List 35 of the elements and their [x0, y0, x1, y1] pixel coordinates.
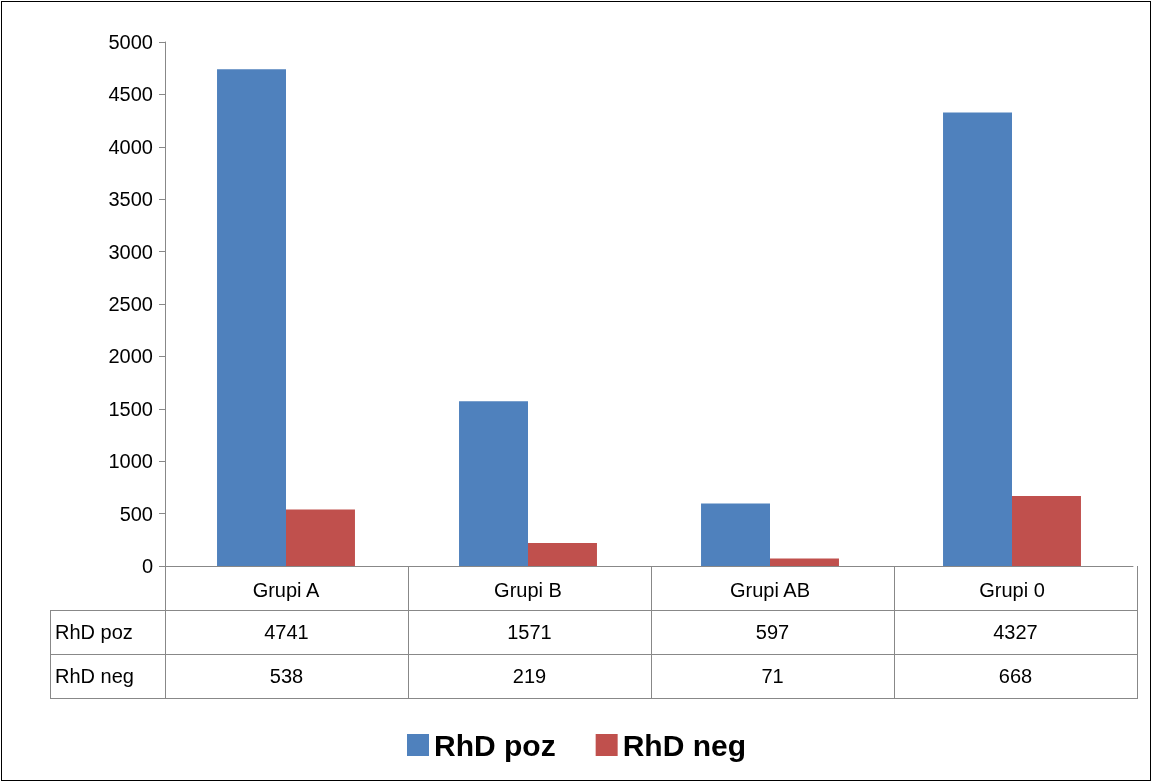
- y-tick-label: 4000: [108, 135, 153, 158]
- data-label: 4741: [165, 610, 408, 654]
- legend-label: RhD poz: [434, 728, 556, 762]
- bar: [217, 69, 286, 566]
- bar: [286, 509, 355, 566]
- data-label: 71: [651, 654, 894, 698]
- legend-label: RhD neg: [622, 728, 746, 762]
- y-tick-label: 3000: [108, 240, 153, 263]
- x-tick-label: Grupi A: [252, 579, 321, 601]
- y-tick-label: 1500: [108, 397, 153, 420]
- data-label: 668: [894, 654, 1137, 698]
- bar: [943, 112, 1012, 566]
- data-label: 1571: [408, 610, 651, 654]
- y-tick-label: 5000: [108, 31, 153, 53]
- x-tick-label: Grupi 0: [979, 579, 1045, 601]
- bar: [1012, 495, 1081, 566]
- y-tick-label: 4500: [108, 83, 153, 106]
- data-label: 219: [408, 654, 651, 698]
- y-tick-label: 1000: [108, 450, 153, 473]
- x-tick-label: Grupi B: [494, 579, 562, 601]
- y-tick-label: 3500: [108, 188, 153, 211]
- data-label: 597: [651, 610, 894, 654]
- text: RhD neg: [55, 664, 134, 687]
- x-tick-label: Grupi AB: [729, 579, 811, 601]
- text: RhD poz: [55, 620, 133, 643]
- data-label: 4327: [894, 610, 1137, 654]
- y-tick-label: 0: [141, 555, 153, 577]
- y-tick-label: 2500: [108, 293, 153, 315]
- bar: [701, 503, 770, 566]
- data-label: 538: [165, 654, 408, 698]
- bar: [770, 558, 839, 566]
- bar: [528, 543, 597, 566]
- y-tick-label: 500: [119, 502, 153, 525]
- y-tick-label: 2000: [108, 345, 153, 368]
- bar: [459, 401, 528, 566]
